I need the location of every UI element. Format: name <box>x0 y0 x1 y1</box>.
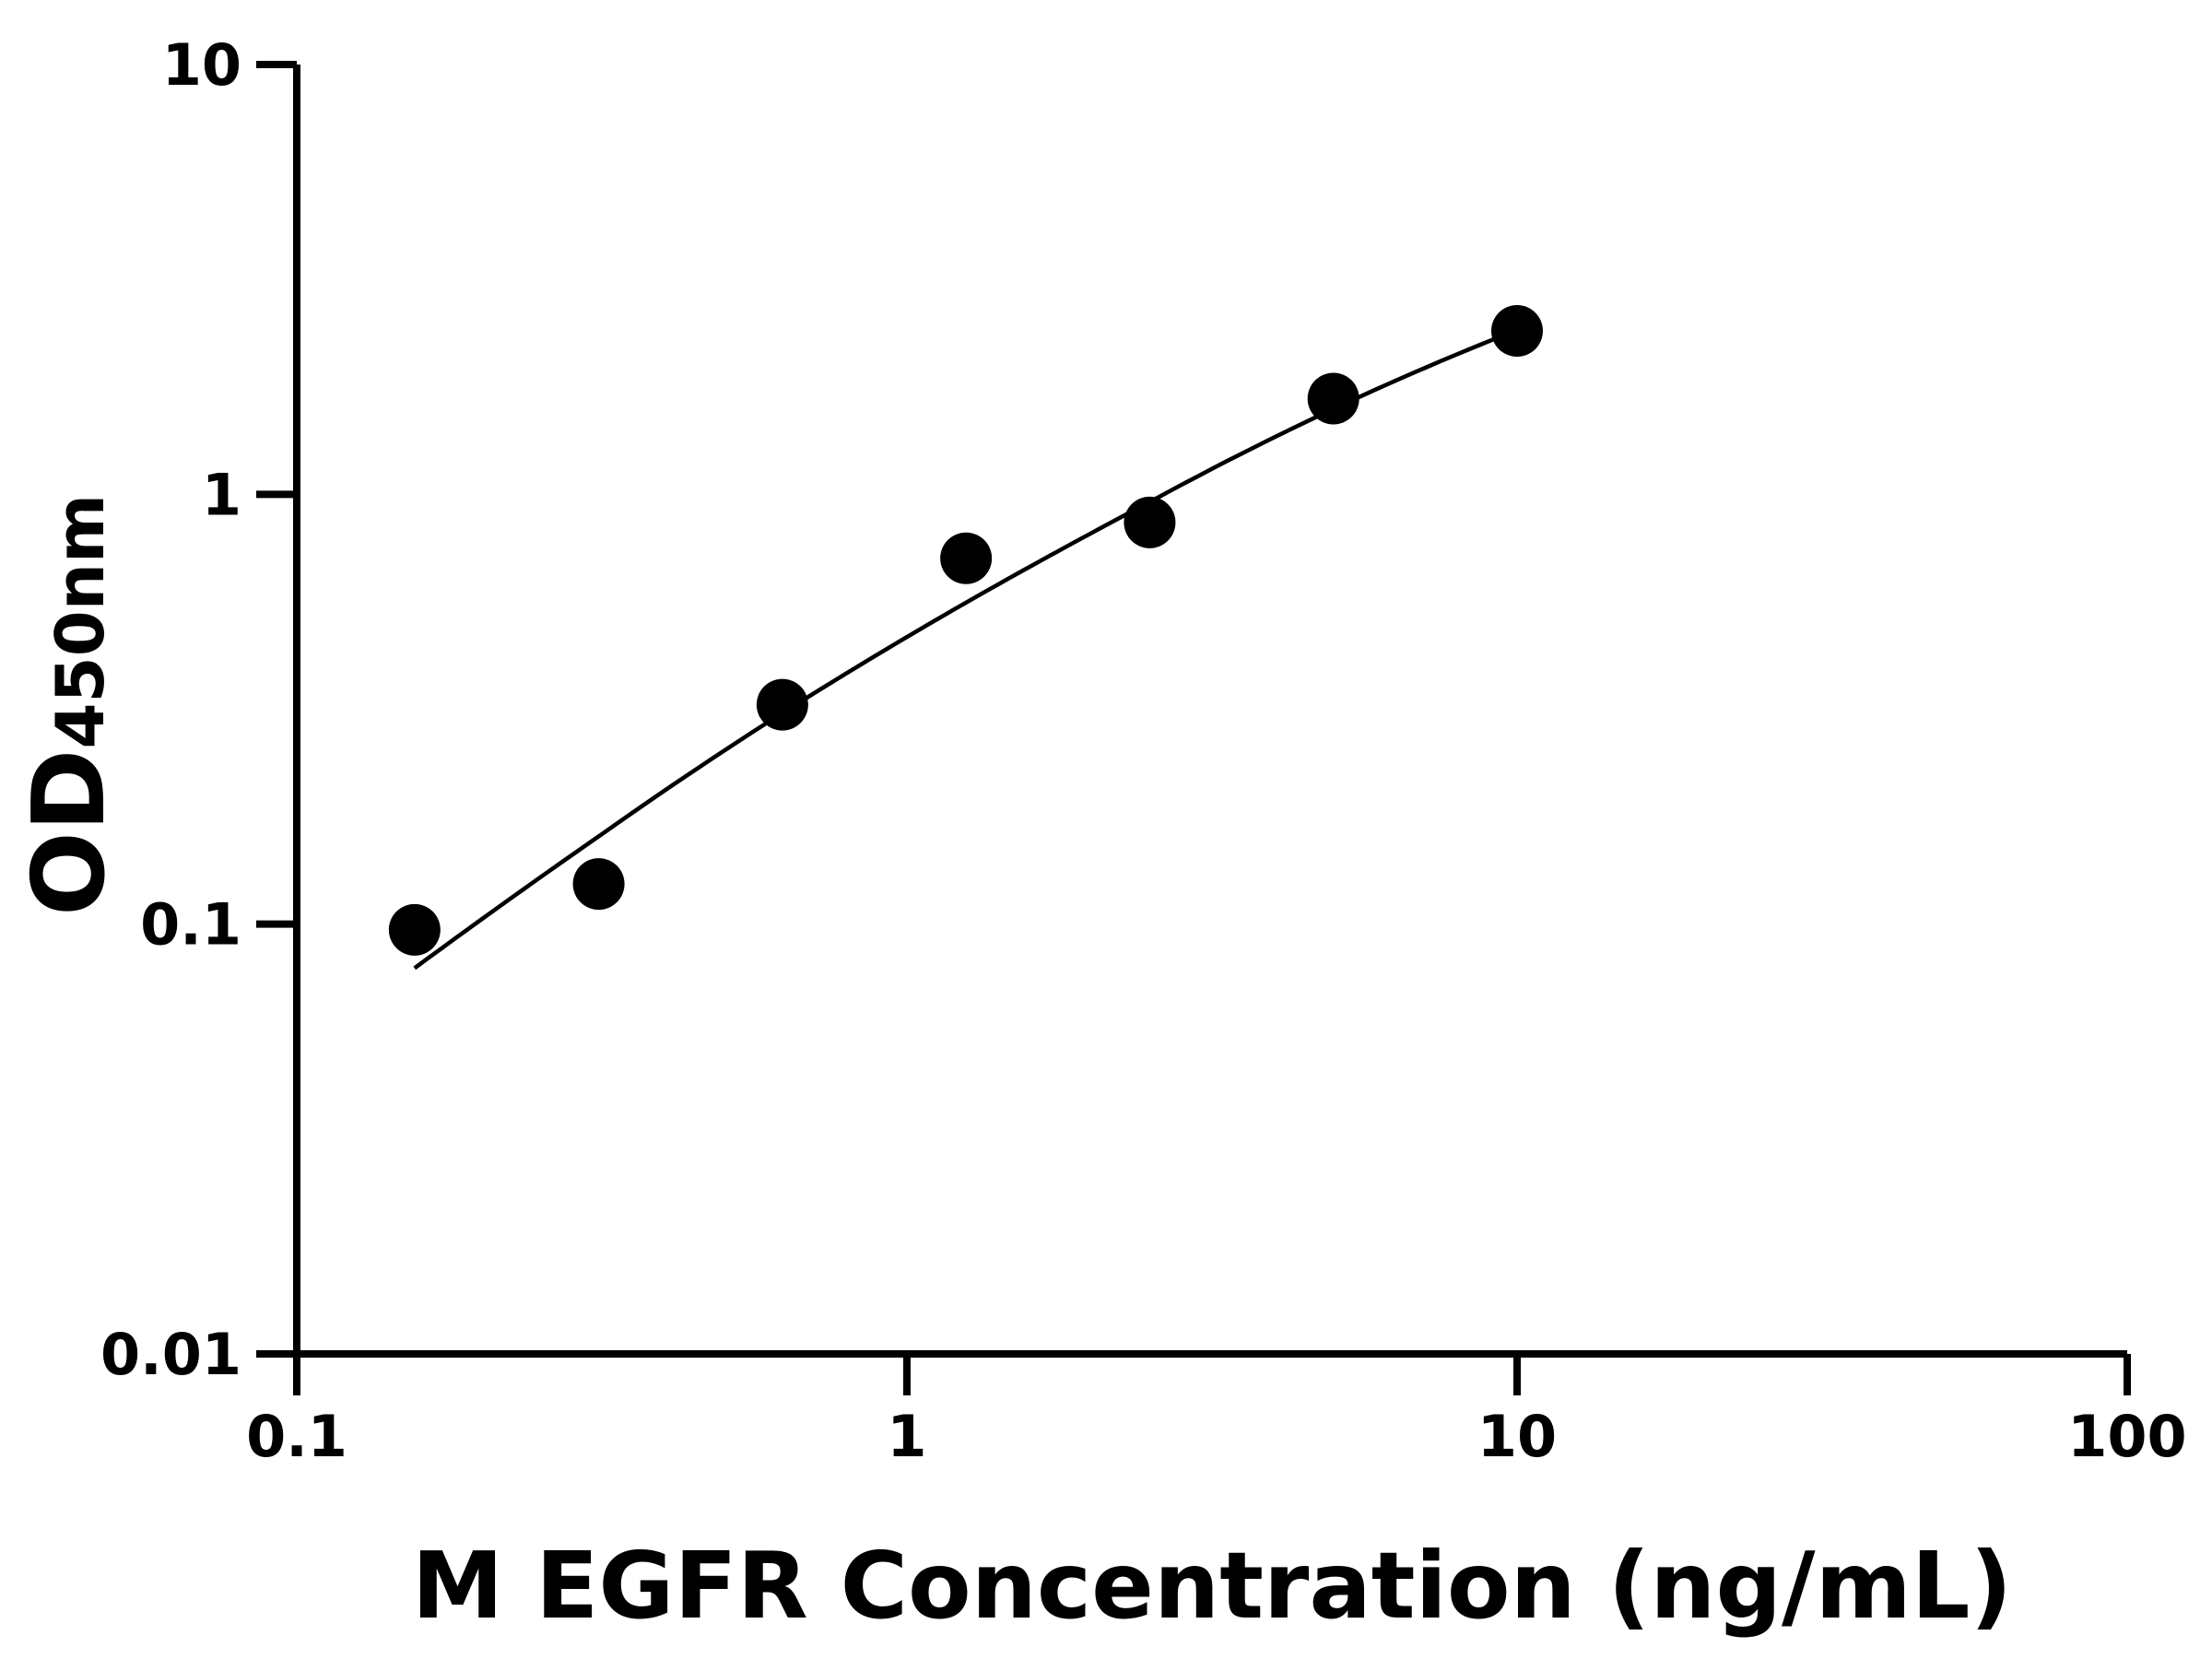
data-points <box>388 305 1543 956</box>
y-axis-title-main: OD <box>12 749 127 916</box>
data-point <box>1124 496 1176 548</box>
y-axis-title-sub: 450nm <box>41 494 119 749</box>
x-tick-label: 100 <box>2067 1403 2186 1470</box>
fit-curve <box>413 336 1496 971</box>
y-tick-label: 10 <box>162 31 241 99</box>
x-axis-title: M EGFR Concentration (ng/mL) <box>412 1532 2012 1640</box>
x-tick-label: 1 <box>887 1403 926 1470</box>
data-point <box>756 678 808 731</box>
data-point <box>388 903 441 956</box>
x-tick-label: 10 <box>1477 1403 1557 1470</box>
data-point <box>940 532 993 584</box>
data-point <box>1491 305 1543 358</box>
y-tick-label: 0.01 <box>100 1321 241 1388</box>
y-axis-title: OD450nm <box>12 494 127 916</box>
y-tick-label: 1 <box>202 461 241 528</box>
data-point <box>1307 372 1359 425</box>
data-point <box>572 858 625 911</box>
x-tick-label: 0.1 <box>246 1403 347 1470</box>
y-tick-label: 0.1 <box>140 891 241 959</box>
